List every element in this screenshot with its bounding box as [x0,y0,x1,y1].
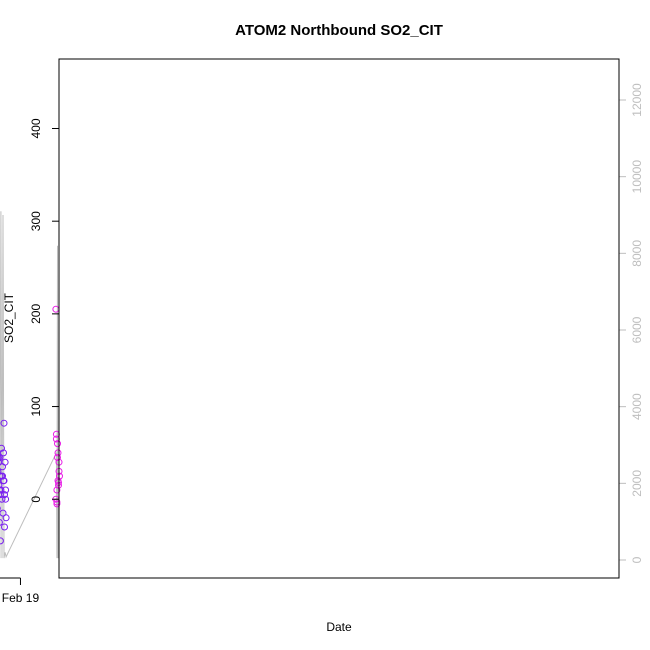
axis-layer: Feb 11Feb 13Feb 15Feb 17Feb 190100200300… [0,83,644,605]
y-axis-label: SO2_CIT [2,292,16,343]
data-point [0,454,2,461]
plot-frame [58,58,620,579]
data-point [1,523,8,531]
chart-title: ATOM2 Northbound SO2_CIT [235,22,443,39]
y-tick-label: 400 [29,118,43,138]
data-point [54,449,62,457]
y-tick-label: 100 [29,396,43,416]
y-tick-label: 0 [29,496,43,503]
data-point [2,514,10,522]
data-point [0,486,3,494]
data-point [0,449,7,457]
x-axis-label: Date [326,620,352,634]
y2-tick-label: 6000 [630,316,644,343]
data-point [0,537,4,545]
data-point [0,444,5,452]
data-point [0,472,4,480]
data-point [0,509,7,517]
data-point [53,500,61,508]
data-point [54,454,61,461]
data-point [1,458,9,466]
data-point [2,495,10,503]
series-group-4 [0,419,10,545]
data-point [0,491,4,499]
data-point [0,477,8,485]
data-point [0,419,8,427]
y2-tick-label: 2000 [630,470,644,497]
data-point [0,454,4,461]
x-tick-label: Feb 19 [2,591,40,605]
data-point [1,491,8,499]
y2-tick-label: 10000 [630,160,644,194]
y2-tick-label: 12000 [630,83,644,117]
data-point [0,459,2,466]
y-tick-label: 300 [29,211,43,231]
y-tick-label: 200 [29,304,43,324]
data-point [0,481,3,489]
y2-tick-label: 0 [630,556,644,563]
data-point [53,486,61,494]
scatter-point-layer [0,305,63,545]
data-point [54,440,61,448]
data-point [0,468,2,475]
y2-tick-label: 4000 [630,393,644,420]
data-point [0,472,6,480]
data-point [0,518,3,526]
y2-tick-label: 8000 [630,240,644,267]
